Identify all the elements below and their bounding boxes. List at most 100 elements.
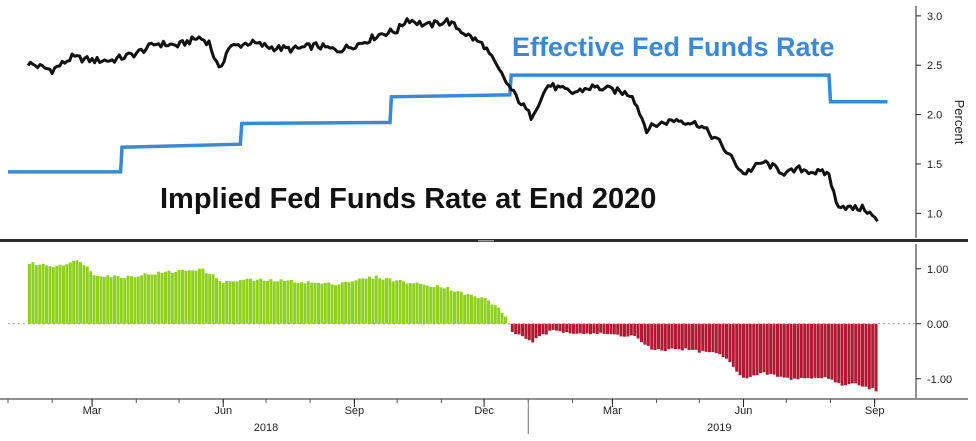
difference-bar (742, 323, 745, 378)
difference-bar (327, 282, 331, 324)
difference-bar (242, 279, 246, 324)
difference-bar (422, 284, 426, 324)
top-y-tick-label: 2.5 (927, 60, 942, 72)
difference-bar (303, 283, 307, 324)
difference-bar (521, 323, 524, 337)
difference-bar (687, 323, 691, 351)
difference-bar (388, 278, 392, 324)
difference-bar (235, 281, 239, 324)
top-panel: 1.0 1.5 2.0 2.5 3.0 Percent Effective Fed Fu… (8, 6, 967, 238)
difference-bar (619, 323, 623, 337)
difference-bar (119, 277, 123, 324)
difference-bar (221, 282, 225, 324)
difference-bar (806, 323, 810, 379)
x-month-label: Dec (474, 405, 494, 417)
difference-bar (500, 312, 504, 324)
difference-bar (487, 300, 490, 324)
x-month-label: Jun (735, 405, 753, 417)
difference-bar (385, 278, 388, 324)
difference-bar (340, 282, 344, 324)
difference-bar (470, 294, 473, 324)
difference-bar (330, 284, 334, 324)
top-y-tick-label: 1.5 (927, 159, 942, 171)
difference-bar (259, 278, 263, 324)
difference-bar (286, 280, 290, 324)
difference-bar (109, 277, 113, 324)
difference-bar (96, 276, 99, 324)
difference-bar (840, 323, 844, 386)
difference-bar (140, 275, 144, 324)
difference-bar (62, 265, 65, 324)
difference-bar (439, 287, 443, 324)
difference-bar (289, 279, 293, 324)
implied-rate-title: Implied Fed Funds Rate at End 2020 (160, 183, 656, 215)
x-month-label: Mar (603, 405, 622, 417)
difference-bar (208, 274, 212, 324)
difference-bar (374, 275, 378, 324)
difference-bar (555, 323, 558, 331)
difference-bar (779, 323, 783, 377)
difference-bar (279, 279, 283, 324)
difference-bar (99, 276, 103, 324)
difference-bar (164, 271, 167, 324)
difference-bar (514, 323, 518, 335)
difference-bar (300, 282, 303, 324)
difference-bar (228, 281, 232, 324)
difference-bar (827, 323, 830, 379)
difference-bar (415, 282, 419, 324)
difference-bar (748, 323, 752, 377)
difference-bar (425, 285, 429, 324)
difference-bar (871, 323, 875, 388)
x-ticks: Mar Jun Sep Dec Mar Jun Sep 2018 2019 (7, 399, 884, 434)
difference-bar (106, 275, 110, 324)
difference-bar (266, 280, 269, 324)
difference-bar (395, 280, 399, 324)
difference-bar (347, 282, 351, 324)
difference-bar (551, 323, 555, 330)
difference-bar (711, 323, 715, 353)
difference-bar (361, 278, 365, 324)
difference-bar (691, 323, 694, 350)
difference-bar (874, 323, 878, 392)
difference-bar (837, 323, 841, 383)
difference-bar (442, 288, 446, 324)
difference-bar (803, 323, 807, 379)
difference-bar (561, 323, 565, 333)
difference-bar (823, 323, 827, 378)
difference-bar (72, 260, 76, 324)
difference-bar (34, 265, 38, 324)
x-year-label: 2018 (254, 422, 278, 434)
difference-bar (194, 270, 198, 324)
difference-bar (181, 269, 184, 324)
difference-bar (187, 270, 191, 324)
difference-bar (616, 323, 620, 335)
difference-bar (153, 274, 157, 324)
difference-bar (272, 281, 276, 324)
difference-bar (249, 278, 252, 324)
x-month-label: Mar (83, 405, 102, 417)
difference-bar (412, 283, 416, 324)
difference-bar (85, 266, 89, 324)
bottom-panel: 1.00 0.00 -1.00 (8, 244, 952, 398)
difference-bar (364, 278, 368, 324)
top-y-tick-label: 1.0 (927, 208, 942, 220)
x-year-label: 2019 (707, 422, 731, 434)
top-lines (8, 17, 888, 223)
difference-bar (782, 323, 786, 378)
difference-bar (476, 298, 480, 324)
difference-bar (157, 271, 161, 324)
difference-bar (126, 275, 130, 324)
difference-bar (517, 323, 521, 335)
difference-bar (102, 276, 106, 324)
difference-bar (602, 323, 606, 334)
difference-bar (629, 323, 633, 336)
panel-resize-handle[interactable] (478, 240, 494, 242)
difference-bar (459, 291, 463, 324)
difference-bar (45, 265, 48, 324)
difference-bar (323, 282, 327, 324)
difference-bar (694, 323, 698, 350)
difference-bar (714, 323, 718, 354)
difference-bar (82, 265, 86, 324)
difference-bar (612, 323, 616, 335)
